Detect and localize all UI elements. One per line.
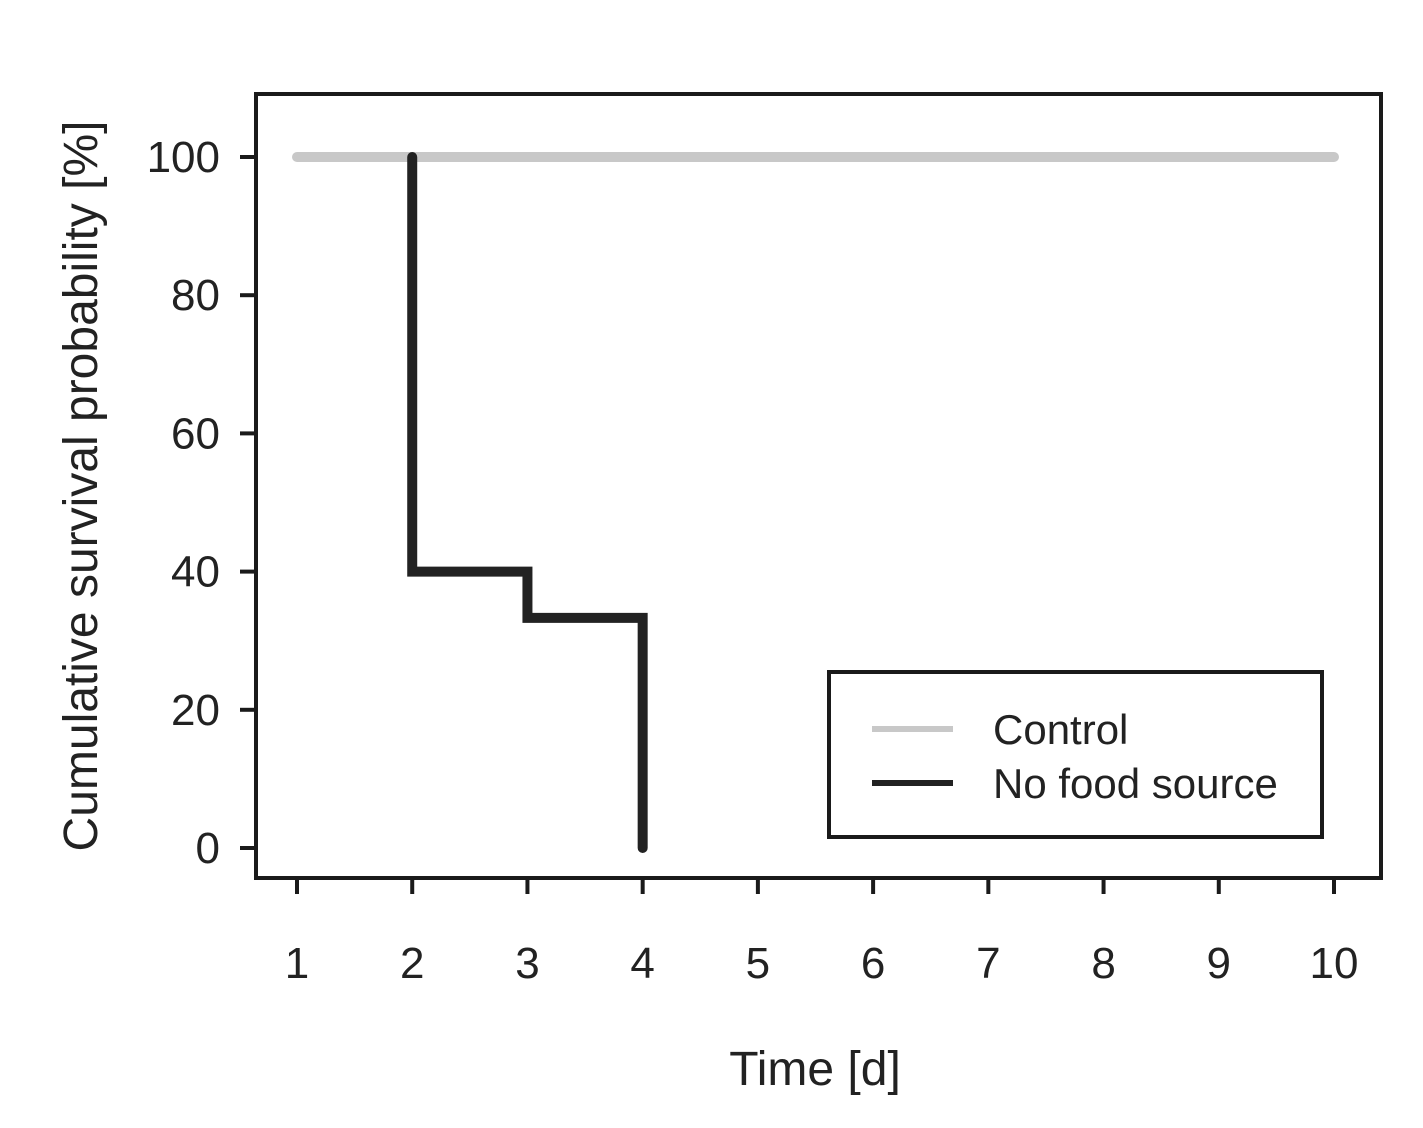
x-tick-label: 5 [746,939,770,988]
x-tick-label: 1 [285,939,309,988]
y-tick-label: 40 [171,548,220,597]
x-tick-label: 4 [630,939,654,988]
x-tick-label: 8 [1091,939,1115,988]
x-tick-label: 9 [1207,939,1231,988]
x-tick-label: 6 [861,939,885,988]
y-tick-label: 0 [196,824,220,873]
x-tick-label: 10 [1310,939,1359,988]
y-tick-label: 60 [171,409,220,458]
legend: Control No food source [827,670,1324,839]
x-axis-title: Time [d] [729,1043,901,1096]
legend-label: No food source [993,760,1278,807]
legend-label: Control [993,706,1128,753]
series-layer [292,152,1339,853]
y-tick-label: 20 [171,686,220,735]
x-tick-label: 3 [515,939,539,988]
y-tick-label: 100 [147,133,220,182]
x-axis: 1 2 3 4 5 6 7 8 9 10 [285,878,1359,988]
legend-box [827,670,1324,839]
x-tick-label: 7 [976,939,1000,988]
series-line-no-food-source [407,152,648,853]
x-tick-label: 2 [400,939,424,988]
y-axis: 0 20 40 60 80 100 [147,133,256,873]
y-tick-label: 80 [171,271,220,320]
plot-frame [254,92,1383,880]
y-axis-title: Cumulative survival probability [%] [55,121,108,852]
